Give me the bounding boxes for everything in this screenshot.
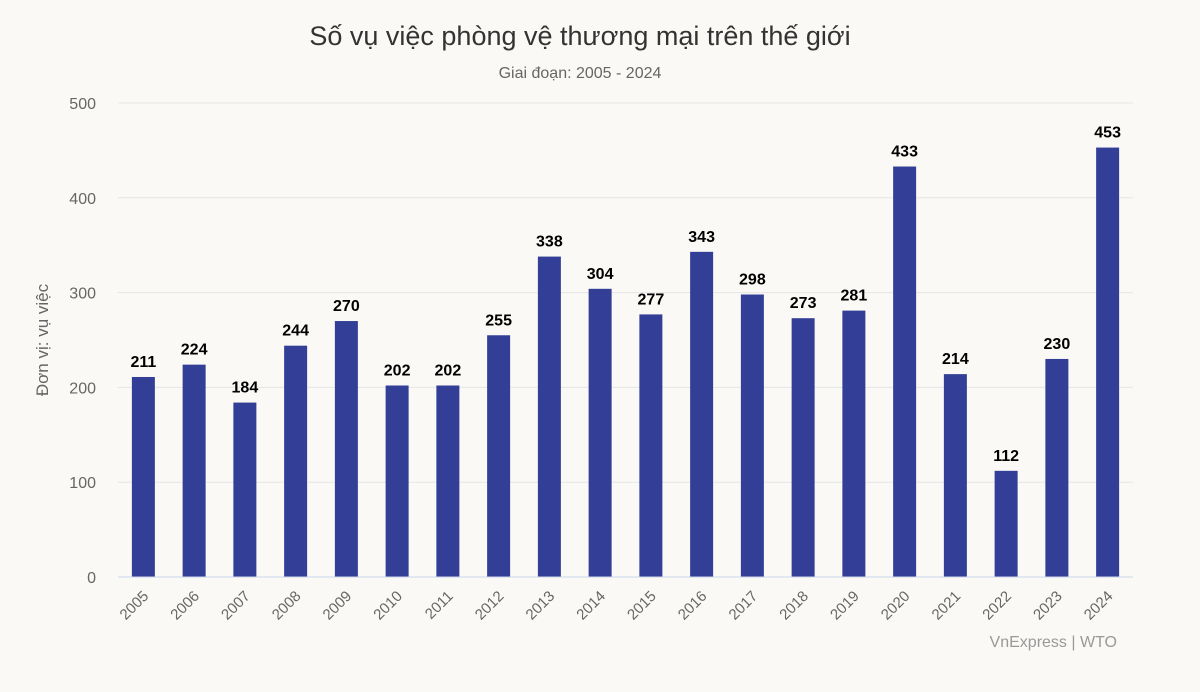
x-tick-label: 2006	[167, 588, 203, 624]
bar-2005	[131, 376, 155, 577]
x-tick-label: 2007	[218, 588, 254, 624]
x-tick-label: 2019	[827, 588, 863, 624]
data-label-2022: 112	[993, 448, 1019, 465]
bar-2014	[588, 288, 612, 577]
data-label-2024: 453	[1094, 125, 1121, 142]
data-label-2017: 298	[739, 271, 766, 288]
x-tick-label: 2009	[320, 588, 356, 624]
bar-2023	[1045, 358, 1069, 577]
bar-2011	[436, 385, 460, 577]
data-label-2008: 244	[282, 323, 309, 340]
chart-title: Số vụ việc phòng vệ thương mại trên thế …	[309, 21, 850, 51]
bar-2017	[740, 294, 764, 577]
data-label-2021: 214	[942, 351, 969, 368]
x-tick-label: 2015	[624, 588, 660, 624]
bar-2020	[893, 166, 917, 578]
x-tick-label: 2014	[573, 588, 609, 624]
bar-2008	[284, 345, 308, 577]
data-label-2014: 304	[587, 266, 614, 283]
data-label-2013: 338	[536, 234, 563, 251]
y-axis-ticks: 0 100 200 300 400 500	[69, 96, 96, 587]
bar-2016	[690, 251, 714, 577]
bars	[131, 147, 1120, 578]
y-axis-label: Đơn vị: vụ việc	[33, 283, 52, 396]
y-tick-label: 0	[87, 570, 96, 587]
x-tick-label: 2012	[472, 588, 508, 624]
x-tick-label: 2008	[269, 588, 305, 624]
gridlines	[118, 102, 1133, 483]
data-label-2019: 281	[841, 288, 868, 305]
y-tick-label: 200	[69, 380, 96, 397]
x-axis-ticks: 2005 2006 2007 2008 2009 2010 2011 2012 2013 2014…	[117, 588, 1117, 624]
bar-2010	[385, 385, 409, 577]
bar-2015	[639, 314, 663, 577]
x-tick-label: 2010	[370, 588, 406, 624]
bar-2024	[1096, 147, 1120, 577]
data-label-2011: 202	[435, 363, 462, 380]
y-tick-label: 400	[69, 191, 96, 208]
data-label-2006: 224	[181, 342, 208, 359]
x-tick-label: 2021	[929, 588, 965, 624]
data-labels: 211 224 184 244 270 202 202 255 338 304 277 343 298 2…	[130, 125, 1121, 465]
x-tick-label: 2016	[675, 588, 711, 624]
bar-2007	[233, 402, 257, 577]
bar-2009	[334, 321, 358, 577]
data-label-2023: 230	[1044, 336, 1071, 353]
bar-2012	[487, 335, 511, 577]
y-tick-label: 500	[69, 96, 96, 113]
data-label-2020: 433	[891, 144, 918, 161]
x-tick-label: 2005	[117, 588, 153, 624]
source-credit: VnExpress | WTO	[990, 634, 1117, 651]
x-tick-label: 2018	[776, 588, 812, 624]
chart-subtitle: Giai đoạn: 2005 - 2024	[499, 65, 662, 82]
x-tick-label: 2024	[1081, 588, 1117, 624]
bar-2019	[842, 310, 866, 577]
data-label-2018: 273	[790, 295, 817, 312]
bar-2022	[994, 470, 1018, 577]
data-label-2009: 270	[333, 298, 360, 315]
bar-2018	[791, 318, 815, 577]
x-tick-label: 2020	[878, 588, 914, 624]
data-label-2016: 343	[688, 229, 715, 246]
x-tick-label: 2023	[1030, 588, 1066, 624]
x-tick-label: 2011	[422, 588, 457, 623]
data-label-2005: 211	[130, 354, 156, 371]
data-label-2007: 184	[232, 380, 259, 397]
bar-2006	[182, 364, 206, 577]
data-label-2010: 202	[384, 363, 411, 380]
bar-2021	[943, 374, 967, 577]
y-tick-label: 100	[69, 475, 96, 492]
x-tick-label: 2022	[979, 588, 1015, 624]
data-label-2015: 277	[638, 291, 665, 308]
data-label-2012: 255	[485, 312, 512, 329]
x-tick-label: 2013	[523, 588, 559, 624]
y-tick-label: 300	[69, 286, 96, 303]
bar-2013	[537, 256, 561, 577]
x-tick-label: 2017	[726, 588, 762, 624]
